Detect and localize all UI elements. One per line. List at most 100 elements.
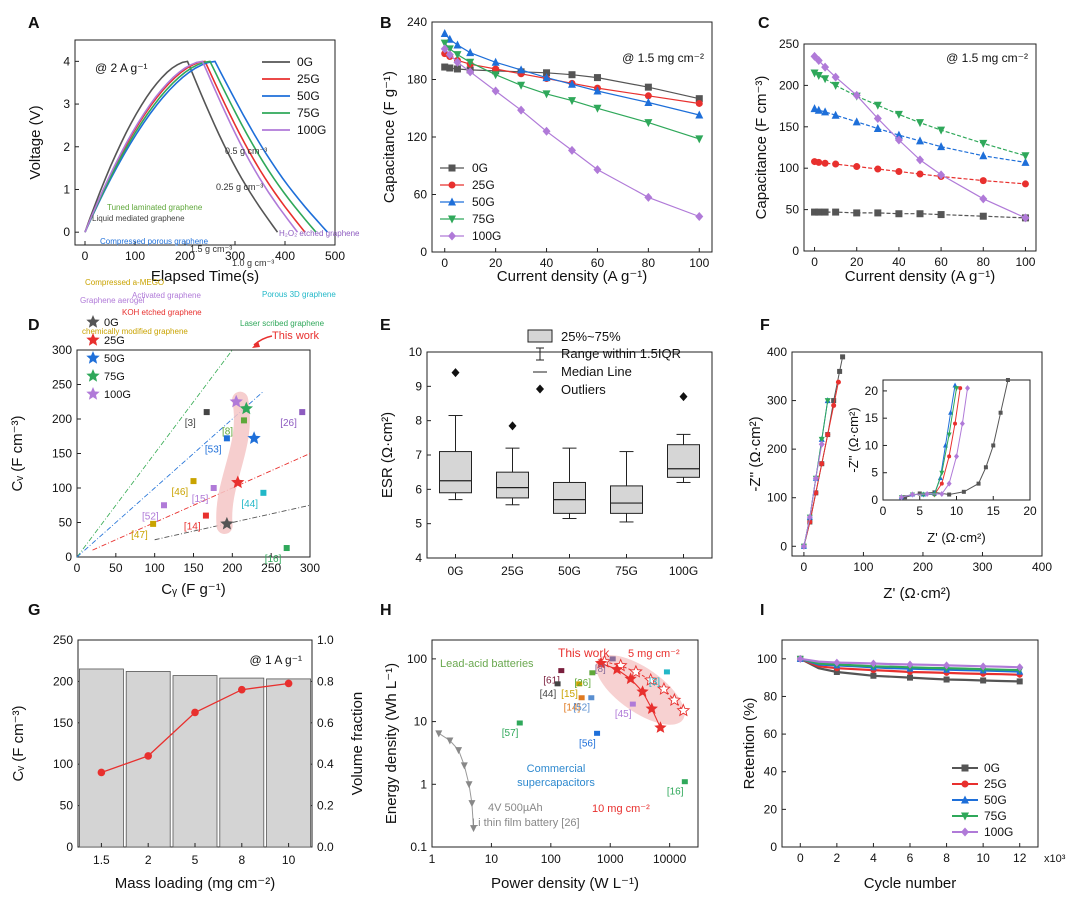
plot-frame	[803, 43, 1037, 252]
x-tick-label: 400	[275, 249, 295, 263]
li-film-point	[468, 800, 476, 808]
x-axis-label: Z' (Ω·cm²)	[883, 585, 950, 602]
data-point-0G	[543, 69, 551, 77]
y-tick-label: 100	[767, 491, 787, 505]
literature-ref: [8]	[222, 426, 233, 437]
data-point-100G	[821, 62, 830, 72]
x-tick-label: 400	[1032, 560, 1052, 574]
literature-point	[240, 417, 247, 424]
legend-label: 75G	[984, 809, 1007, 823]
reference-label: [8]	[595, 664, 606, 675]
box	[496, 471, 529, 499]
reference-label: [3]	[649, 677, 660, 688]
x-tick-label: 8	[238, 853, 245, 867]
y2-tick-label: 0.0	[317, 840, 334, 854]
panel-d: D0 50 100 150 200 250 3000501001502002503001.5…	[9, 146, 360, 598]
literature-point	[202, 512, 209, 519]
y-tick-label: 4	[415, 551, 422, 565]
y-axis-label: Cᵥ (F cm⁻³)	[10, 705, 27, 781]
reference-point	[663, 669, 670, 675]
literature-ref: [44]	[241, 499, 258, 510]
data-point-25G	[695, 99, 703, 107]
li-film-label: Li thin film battery [26]	[472, 817, 580, 829]
y-tick-label: 0	[66, 840, 73, 854]
this-work-arrow	[253, 335, 273, 346]
lead-acid-label: Lead-acid batteries	[440, 658, 534, 670]
data-point-75G	[644, 119, 653, 128]
inset-point-100G	[965, 385, 971, 392]
data-point-75G	[831, 81, 840, 90]
legend-label: Range within 1.5IQR	[561, 346, 681, 361]
plot-frame	[791, 351, 1043, 557]
y-tick-label: 400	[767, 345, 787, 359]
data-point-0G	[837, 368, 843, 374]
y-axis-label: Voltage (V)	[27, 105, 44, 179]
series-50G	[84, 60, 329, 233]
inset-point-0G	[1005, 378, 1010, 382]
y-axis-label: ESR (Ω·cm²)	[379, 412, 396, 498]
data-point-0G	[1016, 678, 1023, 685]
this-work-5mg-point	[657, 681, 671, 695]
outlier	[508, 421, 517, 431]
box	[667, 444, 700, 478]
y-tick-label: 4	[63, 54, 70, 68]
this-work-label: This work	[558, 646, 610, 660]
y-tick-label: 80	[764, 689, 778, 703]
y-tick-label: 50	[60, 799, 74, 813]
data-point-50G	[979, 151, 988, 160]
x-tick-label: 0	[74, 561, 81, 575]
x-tick-label: 75G	[615, 564, 638, 578]
data-point-0G	[832, 208, 840, 216]
x-tick-label: 200	[175, 249, 195, 263]
panel-i: I 0 2 4 6 8 10 12 0 20 40 60 80 100 0G 25G 50G 75G 100G x10…	[741, 602, 1066, 892]
legend-marker	[86, 333, 100, 346]
y-tick-label: 240	[407, 15, 427, 29]
data-point-25G	[916, 170, 924, 178]
x-axis-label: Elapsed Time(s)	[151, 268, 259, 285]
inset-point-0G	[983, 465, 988, 470]
data-point-75G	[491, 71, 500, 80]
x-tick-label: 0	[811, 255, 818, 269]
outlier	[451, 368, 460, 378]
inset-point-100G	[939, 491, 945, 497]
y-tick-label: 200	[52, 412, 72, 426]
legend-label: 25G	[104, 335, 125, 347]
data-point-75G	[821, 75, 830, 84]
data-point-100G	[800, 542, 807, 550]
y-tick-label: 2	[63, 140, 70, 154]
legend-label: 0G	[297, 55, 313, 69]
data-point-50G	[852, 117, 861, 126]
data-point-50G	[814, 105, 823, 114]
y-tick-label: 100	[757, 652, 777, 666]
inset-frame	[882, 379, 1031, 501]
legend-marker	[86, 315, 100, 328]
literature-ref: [14]	[184, 522, 201, 533]
reference-label: [14]	[564, 703, 581, 714]
reference-label: [44]	[540, 689, 557, 700]
data-point-0G	[593, 74, 601, 82]
this-work-star	[247, 431, 261, 444]
literature-label: KOH etched graphene	[122, 308, 202, 317]
this-work-10mg-point	[624, 672, 637, 685]
inset-point-25G	[953, 421, 958, 426]
data-point-50G	[593, 86, 602, 95]
x-tick-label: 15	[987, 504, 1001, 518]
reference-point	[578, 695, 585, 701]
y-tick-label: 300	[52, 343, 72, 357]
data-point-75G	[894, 110, 903, 119]
annotation: @ 1 A g⁻¹	[249, 653, 302, 667]
x-tick-label: 4	[870, 851, 877, 865]
x-axis-label: Mass loading (mg cm⁻²)	[115, 875, 275, 892]
data-point-100G	[517, 105, 526, 115]
inset-point-100G	[954, 453, 959, 460]
bar	[172, 675, 218, 848]
reference-label: [52]	[573, 703, 590, 714]
data-point-25G	[825, 432, 831, 438]
data-point-75G	[440, 39, 449, 48]
literature-label: Liquid mediated graphene	[92, 214, 185, 223]
this-work-10mg-point	[610, 662, 624, 675]
x-tick-label: 0	[82, 249, 89, 263]
data-point-75G	[568, 97, 576, 106]
bar	[266, 678, 312, 848]
y2-tick-label: 0.4	[317, 757, 334, 771]
